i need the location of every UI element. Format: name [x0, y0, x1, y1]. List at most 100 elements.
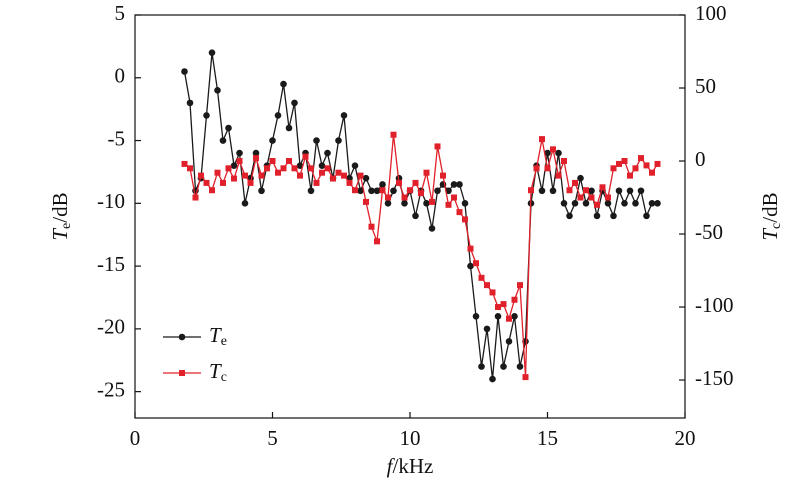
data-point	[368, 223, 375, 230]
data-point	[649, 169, 655, 176]
data-point	[434, 143, 441, 150]
data-point	[335, 169, 342, 176]
x-tick-label: 20	[675, 426, 696, 450]
data-point	[373, 187, 381, 195]
data-point	[275, 169, 281, 176]
data-point	[302, 153, 309, 160]
data-point	[434, 187, 441, 195]
data-point	[319, 169, 325, 176]
data-point	[390, 187, 397, 195]
data-point	[280, 80, 287, 88]
data-point	[252, 149, 260, 157]
data-point	[456, 181, 463, 188]
data-point	[528, 187, 534, 194]
y-tick-label: -15	[97, 252, 125, 276]
data-point	[467, 245, 474, 252]
data-point	[522, 374, 529, 381]
data-point	[209, 187, 215, 194]
data-point	[396, 179, 402, 186]
data-point	[324, 165, 331, 172]
data-point	[583, 187, 589, 194]
plot-frame	[134, 14, 686, 419]
data-point	[440, 172, 446, 179]
y-tick-label: -10	[97, 189, 125, 213]
x-tick-label: 5	[267, 426, 278, 450]
data-point	[385, 194, 391, 201]
data-point	[615, 187, 623, 195]
data-point	[555, 172, 562, 179]
data-point	[483, 325, 491, 333]
data-point	[632, 200, 639, 207]
data-point	[357, 172, 364, 179]
data-point	[500, 301, 507, 308]
data-point	[264, 165, 270, 172]
data-point	[616, 160, 622, 167]
data-point	[627, 172, 633, 179]
data-point	[610, 212, 617, 220]
x-tick-label: 15	[537, 426, 558, 450]
data-point	[626, 187, 634, 195]
data-point	[467, 262, 474, 270]
y-tick-label: -25	[97, 377, 125, 401]
data-point	[208, 49, 216, 56]
data-point	[181, 160, 188, 167]
data-point	[181, 68, 188, 75]
data-point	[291, 165, 298, 172]
y2-tick-label: 50	[695, 74, 716, 98]
data-point	[561, 158, 567, 165]
data-point	[577, 174, 584, 182]
data-point	[418, 190, 424, 197]
data-point	[577, 194, 584, 201]
data-point	[544, 165, 551, 172]
data-point	[637, 187, 645, 195]
data-point	[384, 200, 392, 207]
data-point	[621, 158, 628, 165]
legend-marker	[178, 333, 186, 341]
data-point	[516, 363, 524, 370]
data-point	[462, 216, 468, 223]
data-point	[230, 162, 238, 169]
data-point	[544, 149, 551, 157]
data-point	[241, 200, 249, 207]
data-point	[511, 313, 518, 320]
data-point	[330, 175, 336, 182]
data-point	[423, 200, 430, 207]
data-point	[582, 200, 590, 207]
data-point	[214, 87, 221, 94]
y2-tick-label: -100	[695, 293, 734, 317]
data-point	[379, 187, 386, 194]
data-point	[286, 158, 292, 165]
y2-tick-label: 0	[695, 147, 706, 171]
data-point	[297, 172, 303, 179]
data-point	[307, 187, 315, 195]
data-point	[489, 375, 496, 383]
data-point	[621, 200, 628, 207]
data-point	[214, 169, 221, 176]
y2-tick-label: 100	[695, 1, 727, 25]
y2-axis-label: Tc/dB	[758, 192, 784, 240]
data-point	[269, 137, 276, 144]
data-point	[357, 187, 364, 195]
data-point	[313, 179, 320, 186]
data-point	[599, 184, 606, 191]
data-point	[362, 174, 370, 182]
data-point	[291, 99, 298, 107]
data-point	[566, 187, 573, 194]
data-point	[340, 112, 348, 119]
x-axis-label: f/kHz	[387, 454, 434, 478]
x-tick-label: 10	[400, 426, 421, 450]
data-point	[225, 165, 232, 172]
data-point	[258, 172, 265, 179]
data-point	[560, 200, 568, 207]
data-point	[220, 179, 226, 186]
data-point	[555, 149, 562, 157]
data-point	[351, 162, 359, 169]
data-point	[352, 187, 358, 194]
data-point	[368, 187, 375, 195]
data-point	[654, 160, 661, 167]
data-point	[632, 165, 639, 172]
legend-label: Te	[209, 323, 227, 349]
data-point	[187, 165, 193, 172]
legend-marker	[179, 370, 185, 376]
legend-label: Tc	[209, 359, 227, 385]
